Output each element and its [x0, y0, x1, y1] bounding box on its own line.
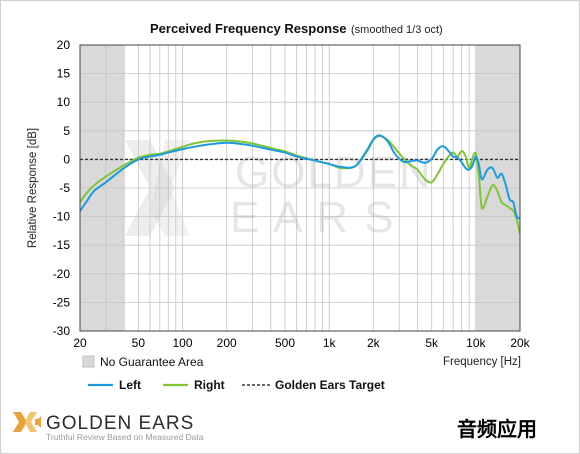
x-tick-label: 2k	[367, 336, 381, 350]
y-tick-label: -30	[53, 324, 71, 338]
watermark-logo-icon	[125, 140, 175, 236]
legend-target-label: Golden Ears Target	[275, 378, 385, 392]
watermark-line1: GOLDEN	[235, 148, 433, 197]
x-tick-label: 20k	[510, 336, 530, 350]
watermark-logo-accent	[150, 140, 190, 236]
x-tick-label: 1k	[323, 336, 337, 350]
y-tick-label: -25	[53, 295, 71, 309]
y-tick-label: 20	[57, 38, 71, 52]
y-tick-label: 5	[63, 124, 70, 138]
footer-chinese-label: 音频应用	[457, 417, 537, 441]
x-tick-label: 50	[132, 336, 146, 350]
footer-tagline: Truthful Review Based on Measured Data	[46, 432, 204, 442]
series-line-left	[80, 134, 520, 220]
y-axis-label: Relative Response [dB]	[27, 128, 39, 248]
legend: No Guarantee Area Left Right Golden Ears…	[82, 355, 385, 392]
legend-right-label: Right	[194, 378, 225, 392]
x-tick-label: 5k	[425, 336, 439, 350]
x-tick-label: 10k	[466, 336, 486, 350]
y-tick-label: -15	[53, 238, 71, 252]
golden-ears-logo-icon	[13, 412, 41, 432]
legend-shaded-label: No Guarantee Area	[100, 355, 204, 369]
y-tick-label: -5	[59, 181, 70, 195]
y-tick-label: 0	[63, 152, 70, 166]
series-line-right	[80, 134, 520, 234]
y-tick-label: -20	[53, 267, 71, 281]
y-tick-label: 15	[57, 67, 71, 81]
y-tick-label: 10	[57, 95, 71, 109]
legend-shaded-swatch	[82, 355, 95, 368]
x-axis-label: Frequency [Hz]	[443, 356, 521, 368]
footer-brand-name: GOLDEN EARS	[46, 413, 194, 434]
y-tick-label: -10	[53, 210, 71, 224]
plot-border	[79, 44, 521, 332]
watermark-line2: E A R S	[230, 193, 396, 242]
x-tick-label: 200	[217, 336, 237, 350]
chart-subtitle: (smoothed 1/3 oct)	[351, 24, 443, 36]
footer-brand: GOLDEN EARS Truthful Review Based on Mea…	[13, 412, 204, 442]
legend-left-label: Left	[119, 378, 141, 392]
x-tick-label: 500	[275, 336, 295, 350]
x-tick-label: 20	[73, 336, 87, 350]
chart-title: Perceived Frequency Response	[150, 21, 347, 36]
x-tick-label: 100	[172, 336, 192, 350]
